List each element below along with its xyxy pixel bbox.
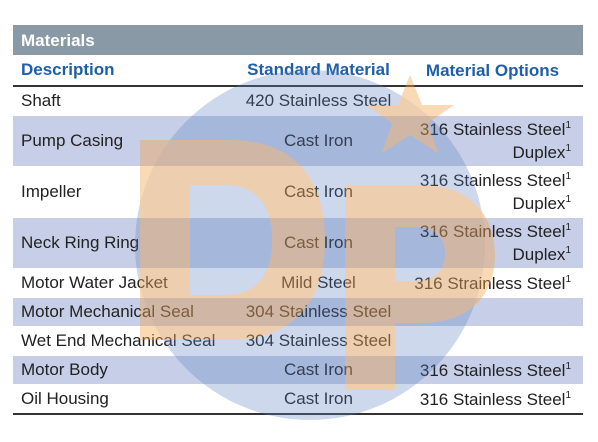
material-option: 316 Stainless Steel1 [419,222,571,241]
table-row: Shaft 420 Stainless Steel [13,87,583,116]
footnote-marker: 1 [565,120,571,131]
cell-material-options: 316 Strainless Steel1 [402,272,583,295]
table-row: Impeller Cast Iron 316 Stainless Steel1 … [13,167,583,218]
footnote-marker: 1 [565,194,571,205]
footnote-marker: 1 [565,222,571,233]
footnote-marker: 1 [565,389,571,401]
cell-standard-material: 304 Stainless Steel [245,302,392,321]
footnote-marker: 1 [565,360,571,372]
cell-standard-material: Cast Iron [284,131,353,150]
material-option: 316 Strainless Steel1 [414,273,571,293]
table-header-row: Description Standard Material Material O… [13,55,583,87]
cell-material-options: 316 Stainless Steel1 Duplex1 [402,220,583,266]
cell-standard-material: Cast Iron [284,233,353,252]
table-row: Motor Mechanical Seal 304 Stainless Stee… [13,298,583,327]
material-option: Duplex1 [512,143,571,162]
table-row: Oil Housing Cast Iron 316 Stainless Stee… [13,385,583,415]
cell-description: Shaft [21,91,61,110]
table-title: Materials [13,25,583,55]
table-row: Wet End Mechanical Seal 304 Stainless St… [13,327,583,356]
table-row: Motor Body Cast Iron 316 Stainless Steel… [13,356,583,385]
cell-description: Impeller [21,182,82,201]
cell-standard-material: Cast Iron [284,182,353,201]
material-option: 316 Stainless Steel1 [419,360,571,380]
cell-description: Wet End Mechanical Seal [21,331,216,350]
cell-description: Motor Mechanical Seal [21,302,194,321]
footnote-marker: 1 [565,273,571,285]
cell-description: Motor Water Jacket [21,273,168,292]
cell-standard-material: Cast Iron [284,360,353,379]
table-row: Neck Ring Ring Cast Iron 316 Stainless S… [13,218,583,269]
cell-material-options: 316 Stainless Steel1 Duplex1 [402,169,583,215]
footnote-marker: 1 [565,171,571,182]
cell-description: Oil Housing [21,389,109,408]
cell-material-options: 316 Stainless Steel1 [402,359,583,382]
header-standard-material: Standard Material [247,60,390,79]
cell-description: Motor Body [21,360,108,379]
cell-standard-material: 420 Stainless Steel [245,91,392,110]
material-option: Duplex1 [512,194,571,213]
materials-table: Materials Description Standard Material … [13,25,583,415]
cell-description: Pump Casing [21,131,124,150]
header-description: Description [21,60,115,79]
table-row: Motor Water Jacket Mild Steel 316 Strain… [13,269,583,298]
header-material-options: Material Options [425,60,560,80]
cell-standard-material: 304 Stainless Steel [245,331,392,350]
footnote-marker: 1 [565,143,571,154]
table-row: Pump Casing Cast Iron 316 Stainless Stee… [13,116,583,167]
cell-material-options: 316 Stainless Steel1 [402,388,583,411]
material-option: 316 Stainless Steel1 [419,120,571,139]
cell-standard-material: Cast Iron [284,389,353,408]
material-option: Duplex1 [512,245,571,264]
cell-description: Neck Ring Ring [21,233,140,252]
material-option: 316 Stainless Steel1 [419,171,571,190]
material-option: 316 Stainless Steel1 [419,389,571,409]
cell-standard-material: Mild Steel [281,273,356,292]
cell-material-options: 316 Stainless Steel1 Duplex1 [402,118,583,164]
footnote-marker: 1 [565,245,571,256]
